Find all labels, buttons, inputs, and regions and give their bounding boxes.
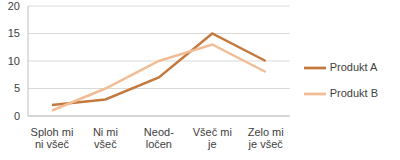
svg-text:Neod-ločen: Neod-ločen xyxy=(144,126,174,151)
svg-text:Ni mivšeč: Ni mivšeč xyxy=(93,126,118,151)
svg-text:5: 5 xyxy=(14,82,20,94)
svg-text:10: 10 xyxy=(8,55,20,67)
svg-text:0: 0 xyxy=(14,110,20,122)
svg-text:Zelo mije všeč: Zelo mije všeč xyxy=(248,126,284,151)
svg-text:Sploh mini všeč: Sploh mini všeč xyxy=(31,126,74,151)
svg-text:15: 15 xyxy=(8,27,20,39)
svg-text:Všeč mije: Všeč mije xyxy=(193,126,232,151)
svg-text:20: 20 xyxy=(8,0,20,12)
html-text:Produkt A: Produkt A xyxy=(329,61,378,73)
html-text:Produkt B: Produkt B xyxy=(329,87,378,99)
